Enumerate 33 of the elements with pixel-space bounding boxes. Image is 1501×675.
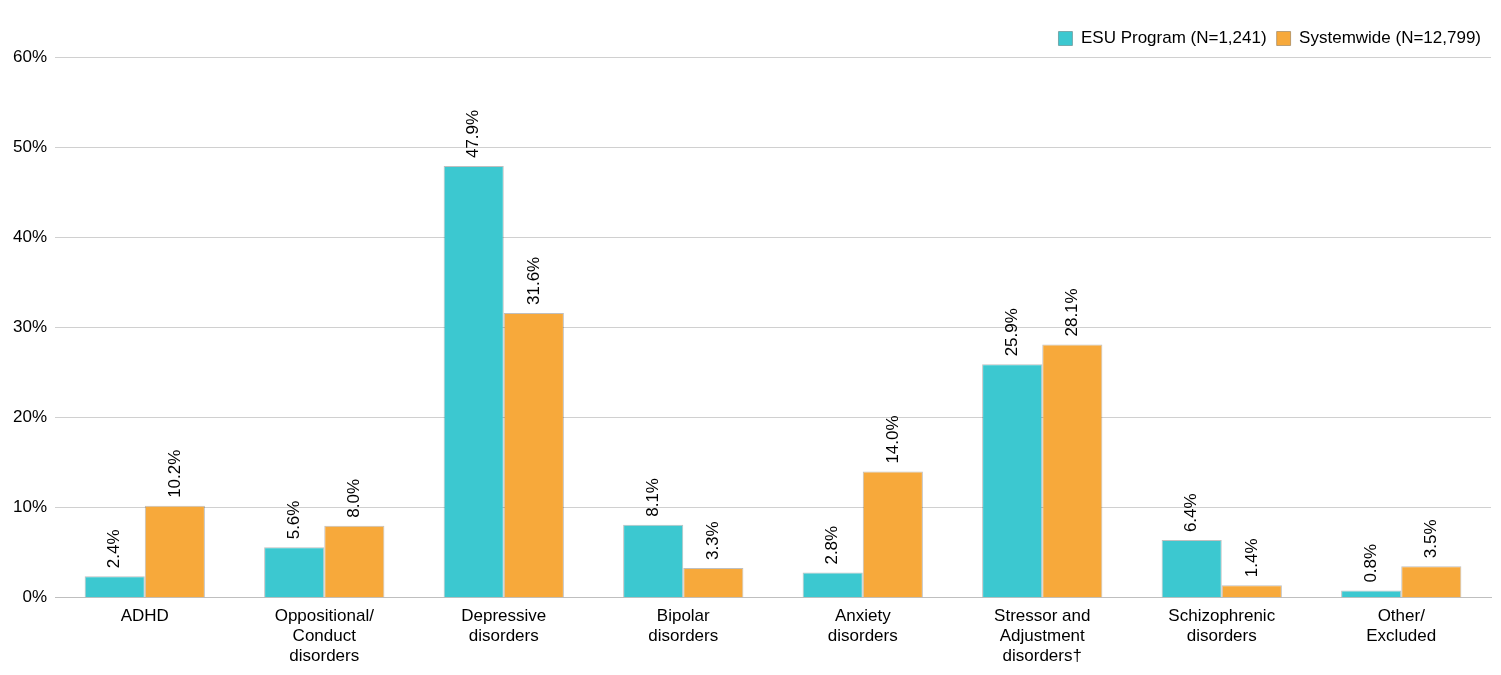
data-label: 1.4% bbox=[1241, 538, 1261, 578]
y-tick-label: 10% bbox=[12, 497, 48, 517]
y-tick-label: 40% bbox=[12, 226, 48, 246]
data-label: 47.9% bbox=[463, 109, 483, 159]
x-tick-label: Other/ Excluded bbox=[1366, 605, 1437, 646]
y-tick-label: 0% bbox=[22, 587, 48, 607]
x-tick-label: Schizophrenic disorders bbox=[1168, 605, 1276, 646]
data-label: 14.0% bbox=[882, 415, 902, 464]
data-label: 6.4% bbox=[1181, 493, 1201, 533]
data-label: 10.2% bbox=[164, 449, 184, 498]
legend-label: Systemwide (N=12,799) bbox=[1299, 28, 1481, 48]
y-tick-label: 60% bbox=[12, 46, 48, 66]
y-tick-label: 20% bbox=[12, 407, 48, 427]
data-label: 2.8% bbox=[822, 525, 842, 565]
data-label: 3.3% bbox=[703, 521, 723, 561]
y-tick-label: 50% bbox=[12, 136, 48, 156]
x-tick-label: Oppositional/ Conduct disorders bbox=[274, 605, 375, 666]
data-label: 8.0% bbox=[344, 478, 364, 518]
data-label: 3.5% bbox=[1421, 519, 1440, 559]
x-tick-label: Depressive disorders bbox=[461, 605, 547, 646]
data-label: 28.1% bbox=[1062, 288, 1082, 337]
data-label: 25.9% bbox=[1001, 308, 1021, 357]
x-tick-label: Anxiety disorders bbox=[827, 605, 898, 646]
y-tick-label: 30% bbox=[12, 317, 48, 337]
data-label: 31.6% bbox=[523, 256, 543, 305]
data-label: 5.6% bbox=[283, 500, 303, 540]
x-tick-label: Bipolar disorders bbox=[648, 605, 719, 646]
data-label: 0.8% bbox=[1360, 543, 1380, 583]
data-label: 2.4% bbox=[104, 529, 124, 569]
x-tick-label: Stressor and Adjustment disorders† bbox=[994, 605, 1091, 666]
legend-label: ESU Program (N=1,241) bbox=[1080, 28, 1267, 48]
x-tick-label: ADHD bbox=[120, 605, 169, 625]
data-label: 8.1% bbox=[642, 478, 662, 517]
